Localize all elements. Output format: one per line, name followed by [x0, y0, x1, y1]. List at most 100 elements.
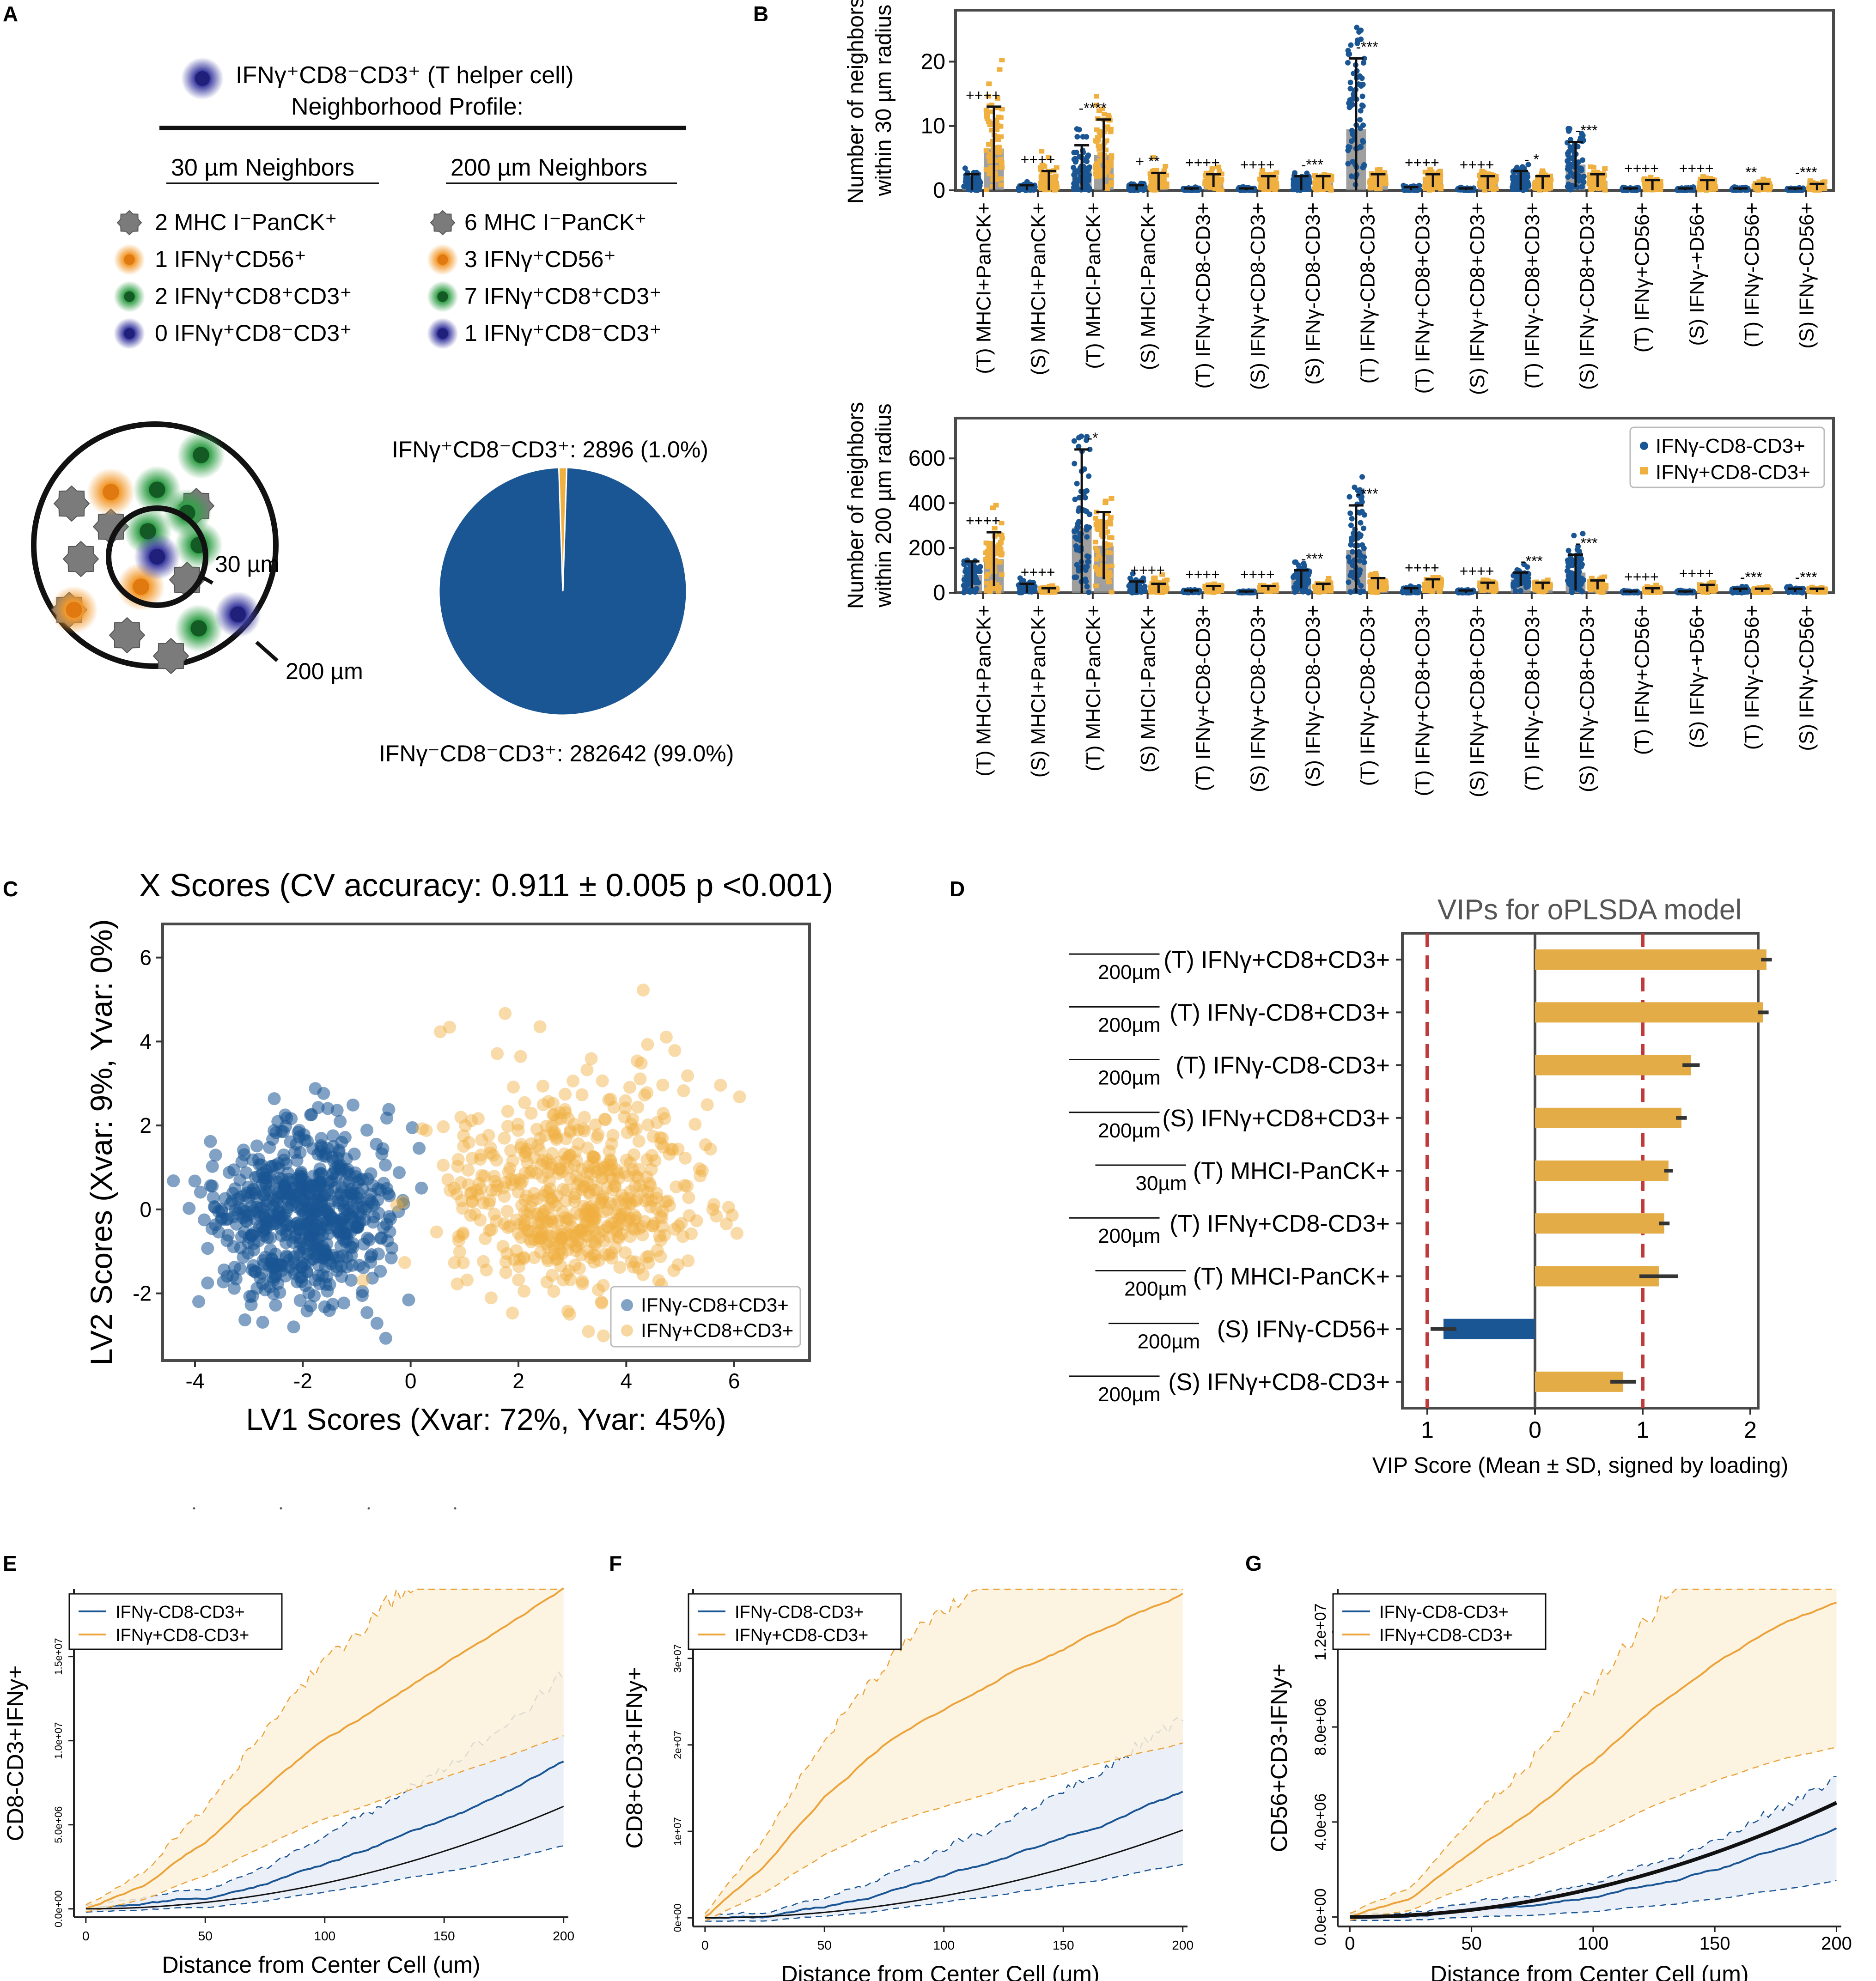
significance-label: ++++	[1185, 566, 1220, 583]
data-point	[1345, 48, 1351, 54]
data-point	[1042, 179, 1048, 184]
data-point	[1360, 103, 1366, 109]
data-point	[1163, 173, 1169, 178]
category-label: (S) IFNγ-CD8+CD3+	[1576, 605, 1599, 792]
data-point	[1109, 174, 1115, 179]
y-tick-label: 200	[908, 536, 945, 560]
neighborhood-diagram	[31, 421, 279, 675]
data-point	[989, 580, 995, 585]
purple-cell-icon-core	[437, 328, 448, 339]
significance-label: ++++	[1130, 562, 1165, 578]
data-point	[1358, 583, 1364, 589]
data-point	[1104, 542, 1110, 547]
data-point	[1357, 589, 1363, 596]
data-point	[1259, 178, 1265, 183]
data-point	[1360, 525, 1366, 531]
data-point	[1086, 559, 1092, 565]
data-point	[1535, 175, 1541, 180]
data-point	[1093, 171, 1099, 176]
data-point	[1259, 183, 1265, 188]
data-point	[998, 124, 1004, 129]
data-point	[1096, 143, 1102, 148]
data-point	[1754, 183, 1760, 188]
data-point	[1099, 528, 1105, 533]
data-point	[1292, 170, 1298, 176]
data-point	[993, 117, 999, 122]
category-label: (T) IFNγ-CD8+CD3+	[1521, 605, 1544, 791]
data-point	[984, 116, 990, 122]
data-point	[1213, 174, 1219, 179]
data-point	[1087, 511, 1093, 517]
data-point	[983, 550, 989, 555]
significance-label: ++++	[966, 512, 1000, 529]
data-point	[1072, 156, 1078, 162]
data-point	[1433, 181, 1439, 186]
data-point	[1096, 129, 1102, 134]
data-point	[1096, 527, 1102, 532]
data-point	[1576, 569, 1582, 575]
data-point	[1575, 159, 1581, 165]
data-point	[984, 111, 990, 116]
data-point	[1642, 185, 1648, 190]
gray-cell-icon	[62, 541, 99, 577]
data-point	[1360, 138, 1366, 144]
data-point	[967, 589, 973, 595]
significance-label: + **	[1135, 153, 1159, 170]
data-point	[1437, 173, 1444, 178]
data-point	[1359, 509, 1365, 515]
data-point	[999, 521, 1005, 526]
data-point	[1354, 24, 1360, 30]
significance-label: -***	[1795, 164, 1817, 181]
data-point	[988, 165, 994, 170]
data-point	[1320, 187, 1326, 192]
orange-cell-icon-core	[103, 484, 119, 500]
data-point	[1045, 155, 1051, 160]
data-point	[1105, 572, 1111, 577]
data-point	[1567, 572, 1573, 578]
green-cell-icon-core	[149, 481, 165, 498]
data-point	[1346, 554, 1352, 560]
category-label: (S) IFNγ-CD56+	[1796, 605, 1818, 751]
data-point	[1084, 437, 1090, 443]
significance-label: -***	[1740, 569, 1762, 585]
data-point	[987, 588, 993, 593]
data-point	[1076, 505, 1082, 511]
col2-item-1: 6 MHC I⁻PanCK⁺	[464, 209, 647, 235]
data-point	[989, 541, 995, 546]
data-point	[1707, 176, 1713, 181]
data-point	[1105, 550, 1111, 555]
data-point	[382, 1103, 396, 1116]
y-tick-label: 0	[933, 178, 945, 203]
category-label: (S) MHCI+PanCK+	[1027, 605, 1050, 778]
data-point	[1272, 175, 1278, 180]
data-point	[1647, 184, 1653, 189]
data-point	[1084, 534, 1090, 540]
data-point	[1054, 186, 1060, 191]
data-point	[1422, 186, 1428, 191]
data-point	[1602, 188, 1608, 193]
data-point	[1150, 155, 1156, 160]
data-point	[1106, 579, 1112, 584]
radius-30-circle	[106, 505, 208, 608]
data-point	[995, 137, 1001, 142]
data-point	[1598, 582, 1604, 587]
data-point	[1292, 184, 1298, 190]
category-label: (S) IFNγ-CD8-CD3+	[1302, 202, 1324, 385]
data-point	[1215, 164, 1221, 170]
gray-cell-icon	[152, 638, 189, 675]
green-cell-icon-core	[190, 620, 207, 637]
category-label: (T) IFNγ+CD56+	[1631, 605, 1653, 755]
gray-cell-icon	[109, 617, 146, 654]
panel-letter-c: C	[3, 877, 18, 901]
data-point	[1651, 184, 1657, 189]
data-point	[1072, 574, 1078, 580]
data-point	[1083, 578, 1089, 584]
data-point	[1208, 181, 1214, 186]
data-point	[1096, 158, 1102, 163]
data-point	[985, 571, 991, 577]
data-point	[1350, 102, 1356, 108]
data-point	[1163, 580, 1169, 585]
data-point	[1082, 495, 1088, 501]
data-point	[1708, 182, 1714, 188]
